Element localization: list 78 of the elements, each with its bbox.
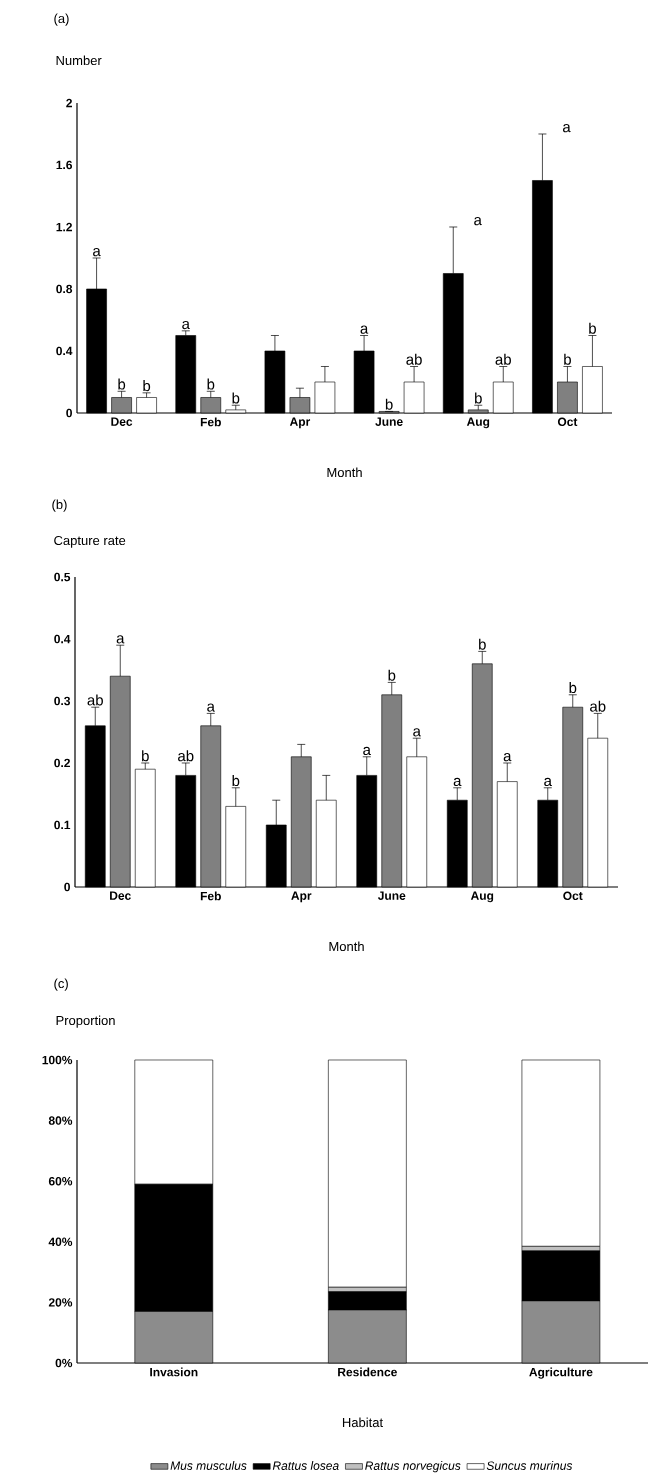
data-label: ab	[406, 353, 422, 365]
x-tick-label: Dec	[111, 417, 133, 426]
data-label: b	[564, 353, 571, 365]
annotation: a	[562, 124, 571, 133]
data-label: b	[569, 682, 577, 694]
chart-title: (b)	[52, 499, 67, 512]
y-tick-label: 0.4	[54, 634, 71, 644]
y-tick-label: 80%	[48, 1116, 73, 1125]
legend-label: Rattus norvegicus	[365, 1461, 461, 1473]
x-tick-label: Apr	[289, 417, 311, 429]
x-tick-label: June	[375, 417, 403, 426]
data-label: b	[143, 380, 151, 392]
y-tick-label: 0.4	[56, 346, 73, 356]
data-label: a	[453, 777, 462, 787]
x-tick-label: Residence	[338, 1367, 397, 1377]
data-label: a	[207, 703, 215, 712]
data-label: b	[232, 775, 240, 787]
y-axis-title: Capture rate	[54, 535, 126, 548]
chart-title: (c)	[54, 978, 68, 991]
x-axis-title: Month	[327, 467, 362, 478]
y-tick-label: 0.1	[54, 820, 71, 830]
data-label: b	[118, 378, 126, 390]
x-tick-label: Agriculture	[529, 1367, 593, 1379]
data-label: b	[589, 322, 596, 334]
x-axis-title: Month	[329, 941, 364, 952]
data-label: a	[363, 746, 371, 756]
data-label: b	[388, 669, 396, 681]
data-label: a	[544, 777, 552, 787]
legend-label: Rattus losea	[272, 1461, 339, 1470]
data-label: ab	[178, 750, 194, 762]
y-tick-label: 0	[66, 408, 72, 418]
legend-label: Suncus murinus	[486, 1461, 573, 1470]
x-tick-label: Invasion	[150, 1367, 198, 1377]
x-tick-label: Feb	[200, 891, 221, 901]
y-tick-label: 2	[66, 98, 72, 108]
data-label: a	[116, 635, 125, 644]
annotation: a	[474, 217, 482, 226]
legend-label: Mus musculus	[170, 1461, 247, 1470]
y-tick-label: 20%	[48, 1298, 73, 1307]
x-axis-title: Habitat	[342, 1417, 383, 1428]
data-label: b	[207, 378, 215, 390]
x-tick-label: Oct	[557, 417, 578, 427]
x-tick-label: Oct	[563, 891, 583, 901]
data-label: ab	[495, 353, 511, 365]
y-tick-label: 0.8	[56, 284, 73, 294]
y-tick-label: 100%	[42, 1055, 73, 1065]
bar	[328, 1059, 407, 1288]
y-axis-title: Number	[56, 55, 102, 66]
data-label: a	[93, 248, 101, 257]
y-tick-label: 60%	[48, 1176, 73, 1186]
x-tick-label: Apr	[291, 891, 312, 903]
data-label: b	[385, 398, 393, 410]
chart-title: (a)	[54, 13, 69, 26]
data-label: b	[142, 750, 149, 762]
y-tick-label: 0.3	[54, 696, 71, 706]
x-tick-label: Aug	[470, 891, 494, 903]
y-tick-label: 1.2	[56, 222, 72, 232]
data-label: a	[413, 728, 421, 737]
data-label: b	[232, 392, 240, 404]
x-tick-label: June	[377, 891, 406, 900]
bar	[521, 1059, 601, 1247]
data-label: a	[503, 753, 512, 762]
data-label: a	[182, 320, 190, 330]
y-tick-label: 0%	[55, 1358, 73, 1368]
y-tick-label: 0.2	[54, 758, 70, 768]
y-axis-title: Proportion	[56, 1015, 115, 1028]
y-tick-label: 0.5	[54, 572, 71, 582]
data-label: b	[475, 392, 482, 404]
x-tick-label: Dec	[110, 891, 131, 900]
y-tick-label: 40%	[48, 1237, 73, 1247]
y-tick-label: 0	[64, 882, 70, 892]
x-tick-label: Feb	[200, 417, 221, 427]
data-label: ab	[87, 694, 103, 706]
data-label: ab	[590, 700, 606, 712]
data-label: b	[479, 638, 486, 650]
data-label: a	[360, 325, 369, 334]
x-tick-label: Aug	[466, 417, 490, 429]
y-tick-label: 1.6	[56, 160, 73, 170]
